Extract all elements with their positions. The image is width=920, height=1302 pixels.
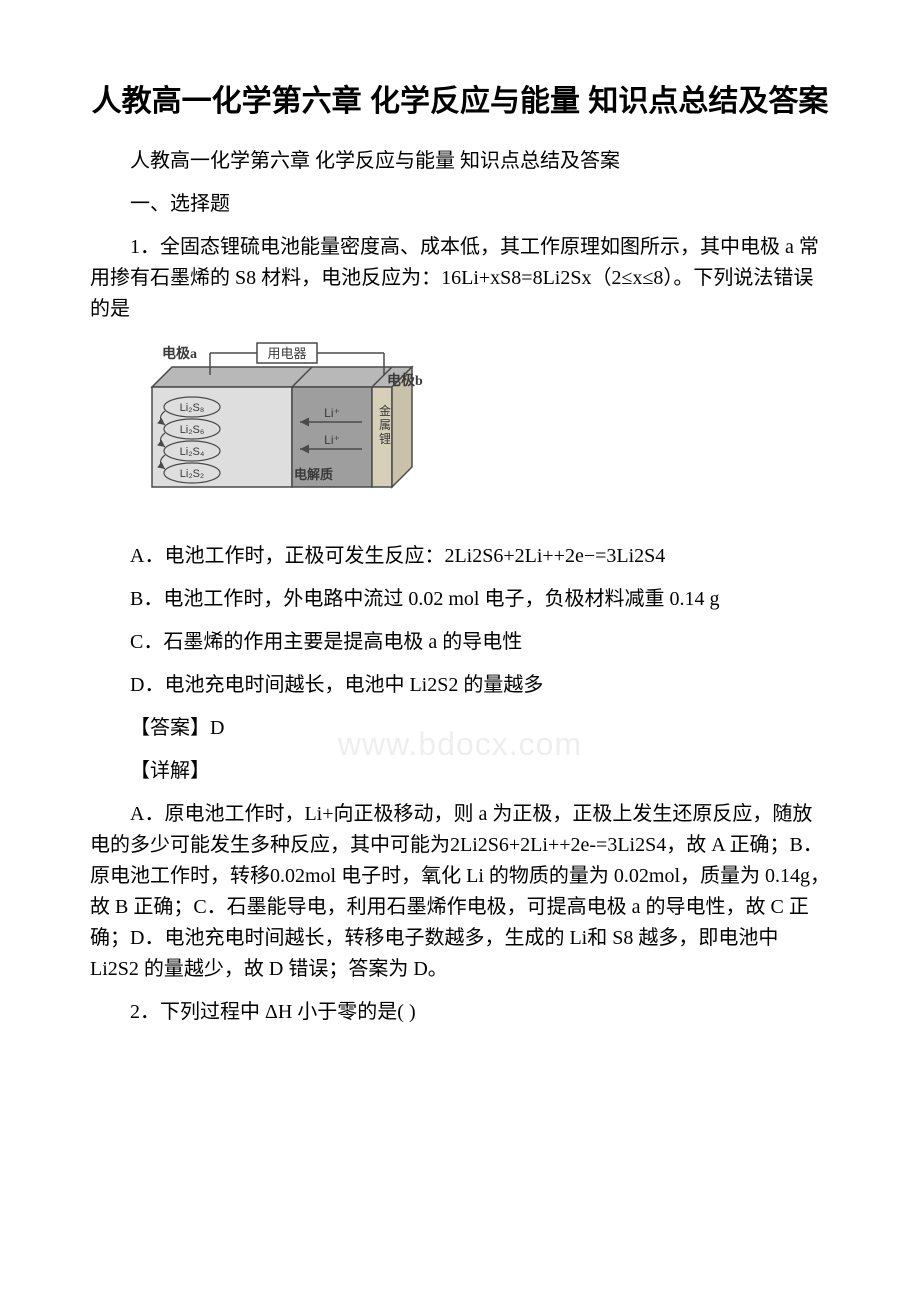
q1-option-d: D．电池充电时间越长，电池中 Li2S2 的量越多 [90,670,830,701]
section-heading: 一、选择题 [90,189,830,220]
page-title: 人教高一化学第六章 化学反应与能量 知识点总结及答案 [90,80,830,124]
subtitle: 人教高一化学第六章 化学反应与能量 知识点总结及答案 [90,146,830,177]
battery-diagram: 用电器 电极a 电极b Li₂S₈ Li₂S₆ Li₂S₄ Li₂S₂ Li⁺ … [132,337,830,526]
q2-stem: 2．下列过程中 ΔH 小于零的是( ) [90,997,830,1028]
q1-answer: 【答案】D [90,713,830,744]
species-2: Li₂S₄ [180,446,205,458]
li-ion-2: Li⁺ [324,433,340,447]
species-1: Li₂S₆ [180,424,205,436]
q1-option-c: C．石墨烯的作用主要是提高电极 a 的导电性 [90,627,830,658]
electrode-a-label: 电极a [162,345,197,362]
q1-explanation: A．原电池工作时，Li+向正极移动，则 a 为正极，正极上发生还原反应，随放电的… [90,799,830,985]
species-0: Li₂S₈ [180,402,205,414]
device-label: 用电器 [267,346,306,361]
q1-option-b: B．电池工作时，外电路中流过 0.02 mol 电子，负极材料减重 0.14 g [90,584,830,615]
electrode-b-label: 电极b [387,372,423,389]
q1-detail-label: 【详解】 [90,756,830,787]
q1-stem: 1．全固态锂硫电池能量密度高、成本低，其工作原理如图所示，其中电极 a 常用掺有… [90,232,830,325]
q1-option-a: A．电池工作时，正极可发生反应：2Li2S6+2Li++2e−=3Li2S4 [90,541,830,572]
electrolyte-label: 电解质 [294,467,333,482]
species-3: Li₂S₂ [180,468,204,480]
battery-diagram-svg: 用电器 电极a 电极b Li₂S₈ Li₂S₆ Li₂S₄ Li₂S₂ Li⁺ … [132,337,432,517]
li-ion-1: Li⁺ [324,406,340,420]
